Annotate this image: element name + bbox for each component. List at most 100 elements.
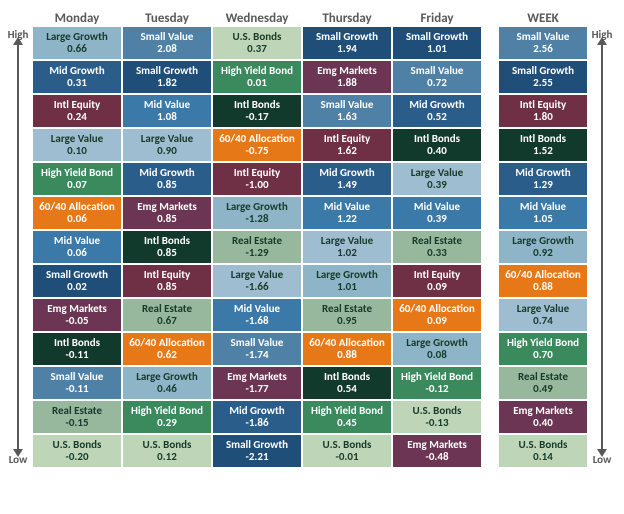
cell-value: 1.94	[337, 43, 357, 55]
cell-value: -0.15	[65, 417, 88, 429]
cell-value: 0.72	[427, 77, 447, 89]
heatmap-cell: Large Growth-1.28	[212, 196, 302, 230]
cell-value: -2.21	[245, 451, 268, 463]
heatmap-cell: Emg Markets-0.05	[32, 298, 122, 332]
cell-value: -1.66	[245, 281, 268, 293]
heatmap-cell: High Yield Bond0.29	[122, 400, 212, 434]
heatmap-cell: Large Value0.39	[392, 162, 482, 196]
heatmap-cell: Mid Growth-1.86	[212, 400, 302, 434]
heatmap-cell: Intl Bonds0.40	[392, 128, 482, 162]
heatmap-cell: High Yield Bond0.07	[32, 162, 122, 196]
column-header: Friday	[392, 11, 482, 26]
cell-value: -0.75	[245, 145, 268, 157]
cell-value: 0.52	[427, 111, 447, 123]
column-header: Wednesday	[212, 11, 302, 26]
cell-value: 0.06	[67, 247, 87, 259]
heatmap-cell: Small Growth0.02	[32, 264, 122, 298]
cell-value: -1.00	[245, 179, 268, 191]
heatmap-cell: Intl Equity0.09	[392, 264, 482, 298]
cell-value: 0.46	[157, 383, 177, 395]
cell-value: 0.85	[157, 281, 177, 293]
heatmap-cell: 60/40 Allocation0.06	[32, 196, 122, 230]
heatmap-cell: Emg Markets-0.48	[392, 434, 482, 468]
cell-value: 0.45	[337, 417, 357, 429]
heatmap-cell: U.S. Bonds-0.01	[302, 434, 392, 468]
heatmap-cell: Small Value0.72	[392, 60, 482, 94]
cell-value: 1.02	[337, 247, 357, 259]
heatmap-cell: Mid Value1.22	[302, 196, 392, 230]
cell-value: 1.01	[427, 43, 447, 55]
heatmap-cell: High Yield Bond0.01	[212, 60, 302, 94]
cell-value: 0.31	[67, 77, 87, 89]
cell-value: 0.40	[533, 417, 553, 429]
cell-value: 1.52	[533, 145, 553, 157]
heatmap-cell: Large Growth0.46	[122, 366, 212, 400]
heatmap-cell: Intl Bonds0.85	[122, 230, 212, 264]
cell-value: 0.66	[67, 43, 87, 55]
heatmap-cell: Mid Value0.39	[392, 196, 482, 230]
cell-value: -1.68	[245, 315, 268, 327]
cell-value: 2.55	[533, 77, 553, 89]
data-column: Small Growth1.94Emg Markets1.88Small Val…	[302, 26, 392, 468]
heatmap-cell: Emg Markets0.40	[498, 400, 588, 434]
heatmap-cell: Intl Bonds0.54	[302, 366, 392, 400]
cell-value: -1.77	[245, 383, 268, 395]
heatmap-cell: Intl Equity-1.00	[212, 162, 302, 196]
cell-value: 0.29	[157, 417, 177, 429]
heatmap-cell: Small Value2.56	[498, 26, 588, 60]
cell-value: 0.92	[533, 247, 553, 259]
heatmap-cell: Large Value-1.66	[212, 264, 302, 298]
cell-value: 0.74	[533, 315, 553, 327]
heatmap-cell: Real Estate-0.15	[32, 400, 122, 434]
heatmap-cell: Mid Growth1.49	[302, 162, 392, 196]
heatmap-cell: Real Estate0.49	[498, 366, 588, 400]
column-header: Monday	[32, 11, 122, 26]
cell-value: 0.08	[427, 349, 447, 361]
cell-value: 0.24	[67, 111, 87, 123]
heatmap-cell: Mid Growth0.52	[392, 94, 482, 128]
cell-value: 0.70	[533, 349, 553, 361]
heatmap-cell: Small Value1.63	[302, 94, 392, 128]
cell-value: 1.80	[533, 111, 553, 123]
data-column: Large Growth0.66Mid Growth0.31Intl Equit…	[32, 26, 122, 468]
heatmap-cell: Intl Equity0.24	[32, 94, 122, 128]
cell-value: 0.90	[157, 145, 177, 157]
cell-value: -1.29	[245, 247, 268, 259]
heatmap-cell: Mid Value0.06	[32, 230, 122, 264]
heatmap-cell: Large Value0.90	[122, 128, 212, 162]
heatmap-cell: U.S. Bonds0.37	[212, 26, 302, 60]
cell-value: 0.02	[67, 281, 87, 293]
cell-value: -0.11	[65, 383, 88, 395]
cell-value: 1.29	[533, 179, 553, 191]
heatmap-cell: Large Growth1.01	[302, 264, 392, 298]
cell-value: 0.49	[533, 383, 553, 395]
cell-value: -0.01	[335, 451, 358, 463]
heatmap-cell: Emg Markets-1.77	[212, 366, 302, 400]
data-column: Small Value2.08Small Growth1.82Mid Value…	[122, 26, 212, 468]
heatmap-cell: Intl Equity1.80	[498, 94, 588, 128]
heatmap-cell: Emg Markets0.85	[122, 196, 212, 230]
cell-value: 0.54	[337, 383, 357, 395]
heatmap-cell: U.S. Bonds0.12	[122, 434, 212, 468]
heatmap-cell: Small Value2.08	[122, 26, 212, 60]
cell-value: 0.06	[67, 213, 87, 225]
heatmap-cell: 60/40 Allocation0.62	[122, 332, 212, 366]
heatmap-cell: Small Value-1.74	[212, 332, 302, 366]
heatmap-cell: Large Growth0.92	[498, 230, 588, 264]
cell-value: 0.62	[157, 349, 177, 361]
heatmap-cell: Large Value0.10	[32, 128, 122, 162]
heatmap-cell: Mid Value1.05	[498, 196, 588, 230]
cell-value: -0.13	[425, 417, 448, 429]
heatmap-cell: Mid Growth0.31	[32, 60, 122, 94]
data-column: U.S. Bonds0.37High Yield Bond0.01Intl Bo…	[212, 26, 302, 468]
heatmap-cell: Small Value-0.11	[32, 366, 122, 400]
cell-value: 0.09	[427, 281, 447, 293]
heatmap-cell: 60/40 Allocation-0.75	[212, 128, 302, 162]
cell-value: -1.74	[245, 349, 268, 361]
high-low-axis: HighLow	[588, 26, 616, 468]
data-column: Small Growth1.01Small Value0.72Mid Growt…	[392, 26, 482, 468]
heatmap-cell: 60/40 Allocation0.09	[392, 298, 482, 332]
cell-value: 1.62	[337, 145, 357, 157]
cell-value: -0.20	[65, 451, 88, 463]
cell-value: -0.12	[425, 383, 448, 395]
